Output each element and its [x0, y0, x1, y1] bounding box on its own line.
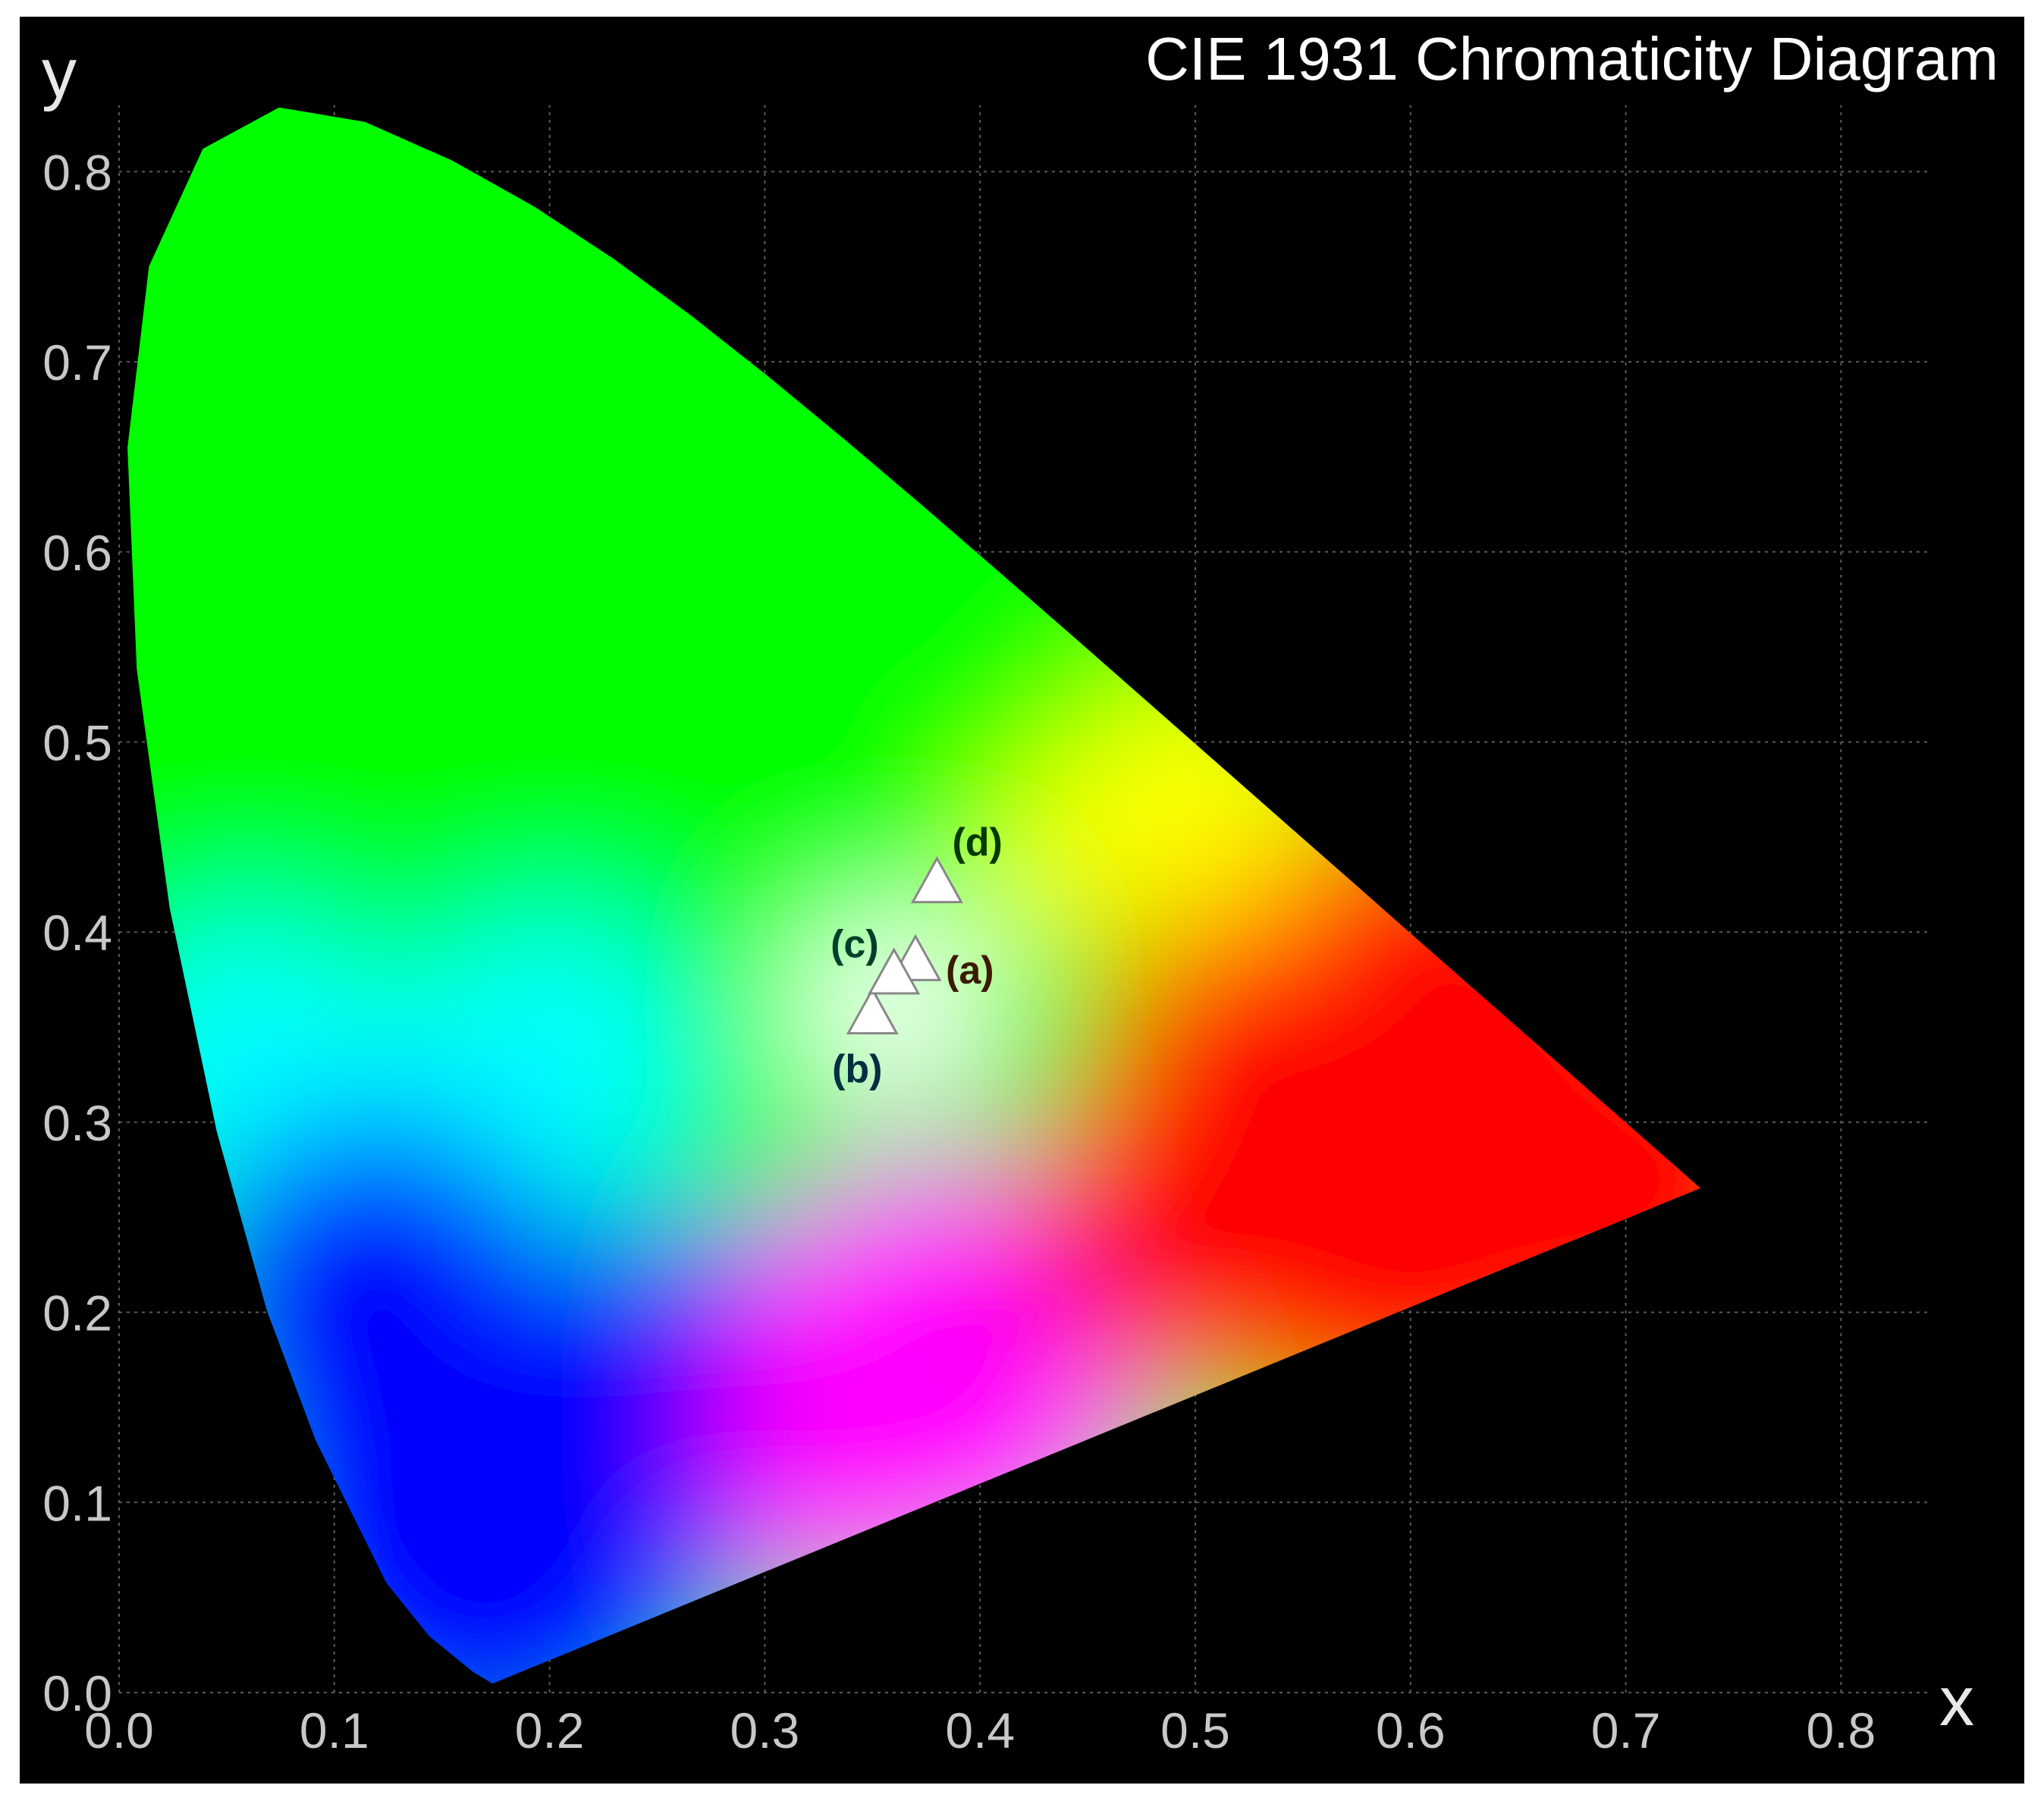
y-tick-label-4: 0.4: [42, 905, 112, 961]
point-label-4: (d): [952, 820, 1002, 864]
gamut-color-blob-14: [1022, 1045, 1368, 1390]
gamut-color-blob-17: [796, 911, 991, 1106]
point-label-2: (b): [832, 1047, 882, 1091]
x-tick-label-8: 0.8: [1807, 1702, 1876, 1759]
chart-title: CIE 1931 Chromaticity Diagram: [1145, 25, 1998, 93]
x-tick-label-2: 0.2: [515, 1702, 585, 1759]
point-label-3: (c): [830, 922, 879, 966]
x-tick-label-0: 0.0: [84, 1702, 154, 1759]
y-tick-label-5: 0.5: [42, 715, 112, 771]
y-axis-label: y: [42, 35, 77, 112]
y-tick-label-2: 0.2: [42, 1285, 112, 1341]
point-marker-4: [910, 855, 963, 904]
x-axis-label: x: [1939, 1663, 1974, 1740]
tick-labels: 0.0 0.1 0.2 0.3 0.4 0.5 0.6 0.7 0.8 0.0 0.1 0.2 0.3 0…: [42, 144, 1876, 1759]
sample-points: (a) (b) (c) (d): [830, 820, 1003, 1091]
point-marker-3: [868, 947, 921, 995]
gamut-color-blob-11: [721, 1395, 937, 1611]
gamut-color-blob-13: [1410, 964, 1701, 1395]
point-label-1: (a): [946, 949, 994, 993]
y-tick-label-7: 0.7: [42, 334, 112, 391]
x-tick-label-3: 0.3: [730, 1702, 800, 1759]
x-tick-label-4: 0.4: [945, 1702, 1015, 1759]
x-tick-label-1: 0.1: [300, 1702, 369, 1759]
point-marker-2: [846, 987, 899, 1035]
y-tick-label-3: 0.3: [42, 1095, 112, 1151]
y-tick-label-1: 0.1: [42, 1475, 112, 1531]
x-tick-label-6: 0.6: [1376, 1702, 1446, 1759]
y-tick-label-6: 0.6: [42, 525, 112, 581]
y-tick-label-0: 0.0: [42, 1665, 112, 1721]
x-tick-label-5: 0.5: [1160, 1702, 1230, 1759]
x-tick-label-7: 0.7: [1591, 1702, 1661, 1759]
y-tick-label-8: 0.8: [42, 144, 112, 200]
gamut-color-blob-16: [980, 770, 1153, 943]
